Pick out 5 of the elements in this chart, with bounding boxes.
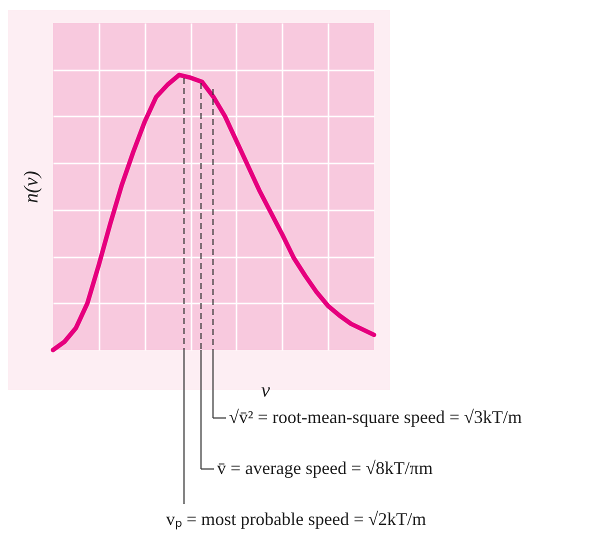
text: vₚ = most probable speed = √2kT/m	[166, 509, 426, 530]
text: v̄ = average speed = √8kT/πm	[217, 458, 433, 478]
x-axis-title: v	[261, 380, 270, 402]
text: √v̄² = root-mean-square speed = √3kT/m	[229, 407, 522, 427]
y-axis-title: n(v)	[20, 170, 42, 204]
